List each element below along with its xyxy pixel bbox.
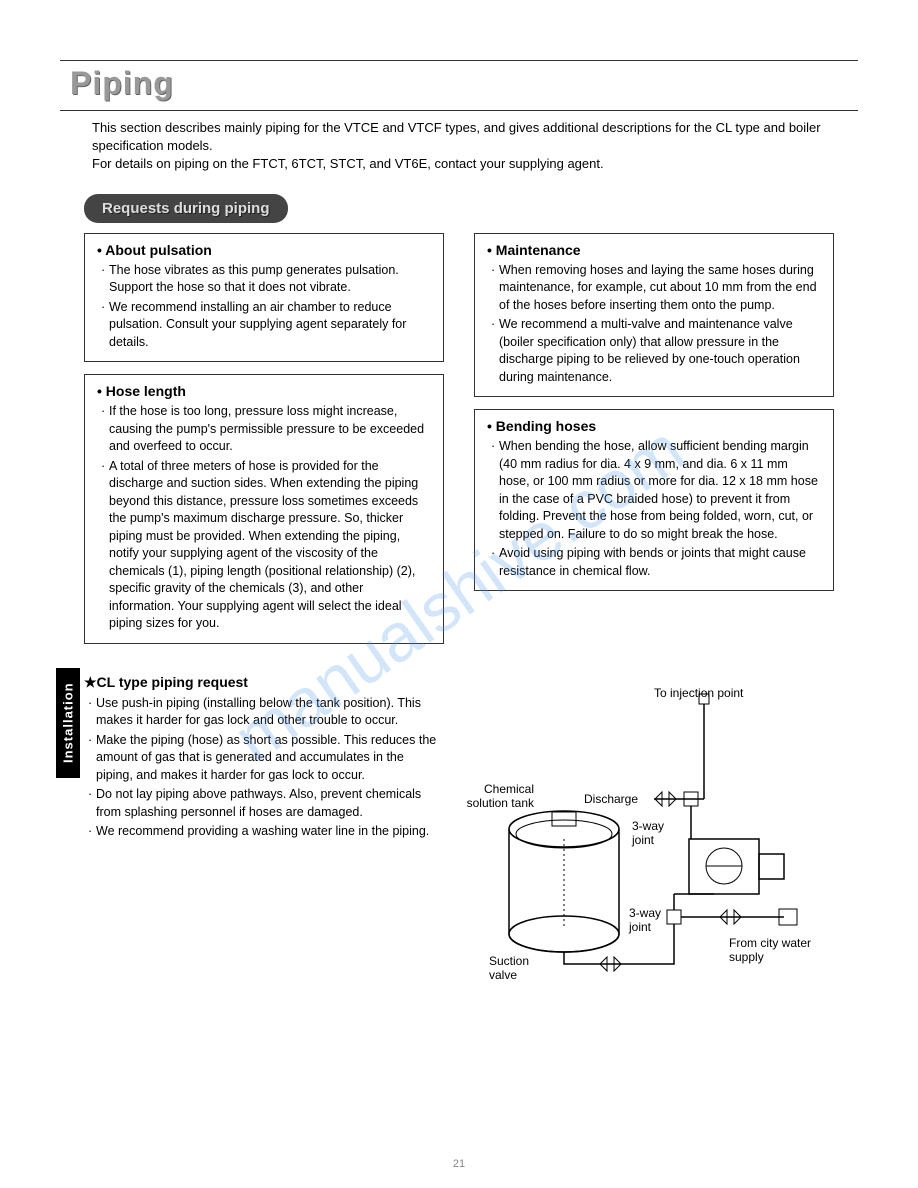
page-title: Piping <box>70 65 848 102</box>
piping-diagram: To injection point Chemical solution tan… <box>474 684 814 984</box>
label-tank: Chemical solution tank <box>464 782 534 811</box>
bullet-item: · We recommend installing an air chamber… <box>97 299 431 352</box>
bullet-text: Do not lay piping above pathways. Also, … <box>96 786 444 821</box>
box-title-pulsation: • About pulsation <box>97 242 431 258</box>
bullet-item: · A total of three meters of hose is pro… <box>97 458 431 633</box>
bullet-text: A total of three meters of hose is provi… <box>109 458 431 633</box>
box-title-bending: • Bending hoses <box>487 418 821 434</box>
bullet-dot-icon: · <box>487 316 499 386</box>
label-discharge: Discharge <box>584 792 638 806</box>
page-content: Piping This section describes mainly pip… <box>0 0 918 984</box>
box-bending: • Bending hoses · When bending the hose,… <box>474 409 834 591</box>
bullet-text: Use push-in piping (installing below the… <box>96 695 444 730</box>
bullet-item: · When bending the hose, allow sufficien… <box>487 438 821 543</box>
bullet-text: The hose vibrates as this pump generates… <box>109 262 431 297</box>
label-city: From city water supply <box>729 936 819 965</box>
intro-block: This section describes mainly piping for… <box>60 119 858 174</box>
bullet-item: · We recommend providing a washing water… <box>84 823 444 841</box>
bullet-text: When removing hoses and laying the same … <box>499 262 821 315</box>
bullet-dot-icon: · <box>84 695 96 730</box>
box-title-maintenance: • Maintenance <box>487 242 821 258</box>
bullet-dot-icon: · <box>84 786 96 821</box>
label-3way-1: 3-way joint <box>632 819 672 848</box>
label-injection: To injection point <box>654 686 743 700</box>
bullet-text: If the hose is too long, pressure loss m… <box>109 403 431 456</box>
bullet-dot-icon: · <box>97 262 109 297</box>
bullet-dot-icon: · <box>97 458 109 633</box>
bullet-text: We recommend providing a washing water l… <box>96 823 444 841</box>
right-column: • Maintenance · When removing hoses and … <box>474 233 834 644</box>
intro-p1: This section describes mainly piping for… <box>92 119 858 155</box>
title-box: Piping <box>60 60 858 111</box>
side-tab-installation: Installation <box>56 668 80 778</box>
section-badge: Requests during piping <box>84 194 288 223</box>
diagram-block: To injection point Chemical solution tan… <box>474 674 834 984</box>
bullet-item: · Avoid using piping with bends or joint… <box>487 545 821 580</box>
bullet-dot-icon: · <box>97 403 109 456</box>
bullet-item: · The hose vibrates as this pump generat… <box>97 262 431 297</box>
bullet-dot-icon: · <box>84 823 96 841</box>
bullet-item: · Do not lay piping above pathways. Also… <box>84 786 444 821</box>
bullet-text: We recommend a multi-valve and maintenan… <box>499 316 821 386</box>
bullet-dot-icon: · <box>487 545 499 580</box>
cl-type-title: ★CL type piping request <box>84 674 444 691</box>
bullet-dot-icon: · <box>84 732 96 785</box>
bullet-item: · If the hose is too long, pressure loss… <box>97 403 431 456</box>
bullet-dot-icon: · <box>487 438 499 543</box>
left-column: • About pulsation · The hose vibrates as… <box>84 233 444 644</box>
box-title-hose-length: • Hose length <box>97 383 431 399</box>
bullet-item: · Use push-in piping (installing below t… <box>84 695 444 730</box>
intro-p2: For details on piping on the FTCT, 6TCT,… <box>92 155 858 173</box>
bullet-item: · Make the piping (hose) as short as pos… <box>84 732 444 785</box>
box-maintenance: • Maintenance · When removing hoses and … <box>474 233 834 398</box>
box-hose-length: • Hose length · If the hose is too long,… <box>84 374 444 644</box>
columns-wrap: • About pulsation · The hose vibrates as… <box>60 233 858 644</box>
bullet-dot-icon: · <box>487 262 499 315</box>
label-suction: Suction valve <box>489 954 549 983</box>
cl-type-block: ★CL type piping request · Use push-in pi… <box>84 674 444 984</box>
bullet-item: · When removing hoses and laying the sam… <box>487 262 821 315</box>
label-3way-2: 3-way joint <box>629 906 669 935</box>
bullet-text: Avoid using piping with bends or joints … <box>499 545 821 580</box>
bullet-item: · We recommend a multi-valve and mainten… <box>487 316 821 386</box>
page-number: 21 <box>453 1158 465 1170</box>
bullet-dot-icon: · <box>97 299 109 352</box>
bullet-text: Make the piping (hose) as short as possi… <box>96 732 444 785</box>
bullet-text: When bending the hose, allow sufficient … <box>499 438 821 543</box>
box-pulsation: • About pulsation · The hose vibrates as… <box>84 233 444 363</box>
bullet-text: We recommend installing an air chamber t… <box>109 299 431 352</box>
lower-section: ★CL type piping request · Use push-in pi… <box>60 674 858 984</box>
